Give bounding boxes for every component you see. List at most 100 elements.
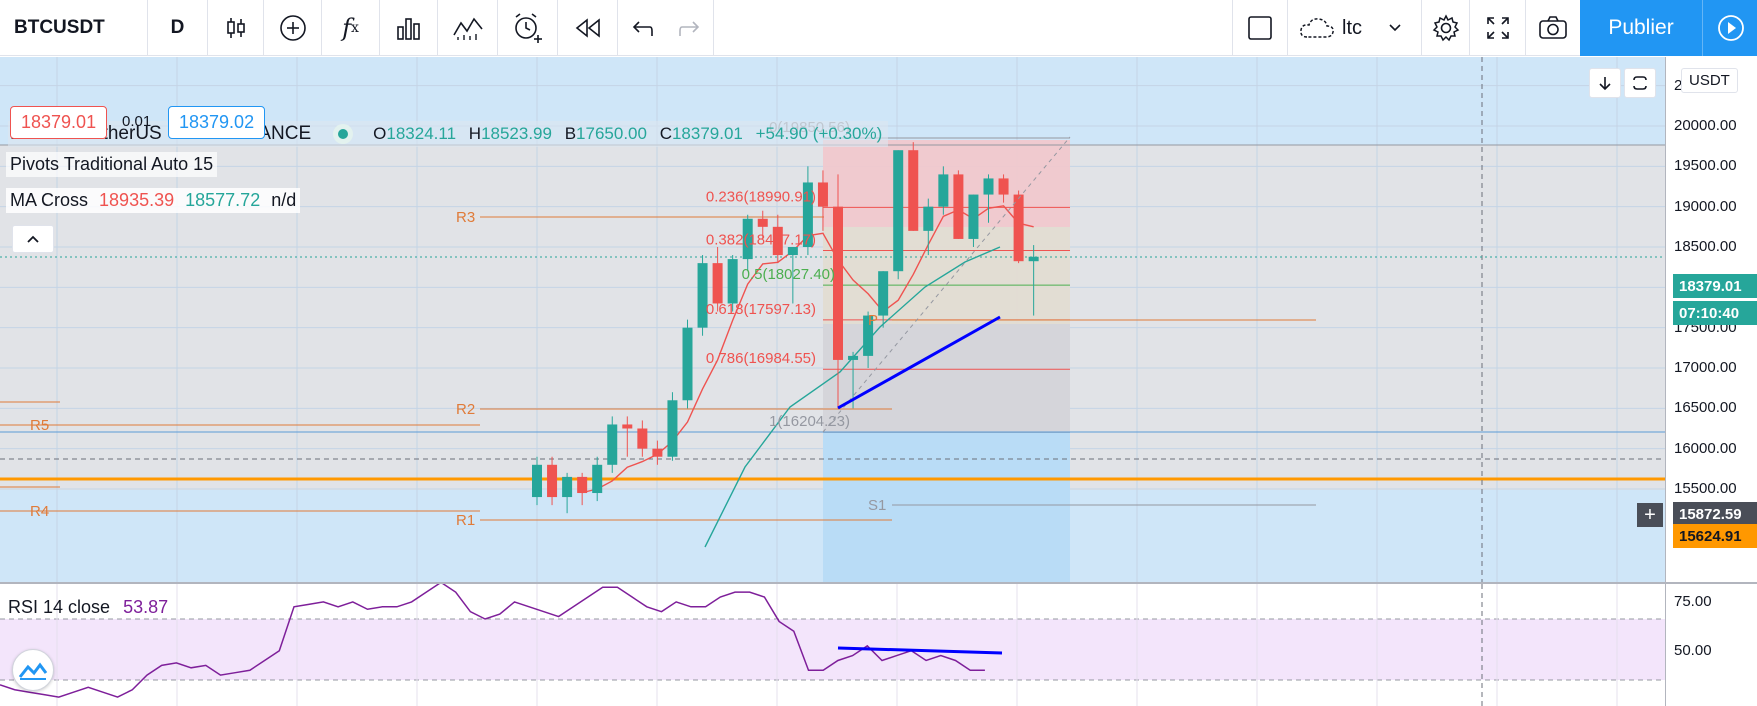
- candle-body: [998, 178, 1009, 195]
- rsi-value: 53.87: [123, 597, 169, 617]
- candle-body: [833, 206, 843, 360]
- interval-button[interactable]: D: [148, 0, 208, 56]
- pivot-label-s1: S1: [868, 497, 886, 514]
- ohlc-values: O18324.11 H18523.99 B17650.00 C18379.01 …: [373, 124, 883, 143]
- candle-body: [622, 424, 633, 429]
- fib-level-label: 0.618(17597.13): [706, 301, 816, 318]
- candle-body: [968, 194, 979, 239]
- countdown-tag: 07:10:40: [1673, 301, 1757, 325]
- fib-level-label: 0.236(18990.91): [706, 188, 816, 205]
- market-status-dot-icon: [333, 124, 354, 144]
- fib-lower-blue-zone: [823, 432, 1070, 582]
- publish-button[interactable]: Publier: [1580, 0, 1702, 56]
- candle-body: [727, 259, 738, 304]
- rsi-line: [0, 584, 985, 698]
- square-icon[interactable]: [1232, 0, 1288, 56]
- reset-chart-button[interactable]: [1624, 68, 1656, 98]
- gear-icon[interactable]: [1422, 0, 1470, 56]
- add-icon[interactable]: +: [1637, 503, 1663, 527]
- bars-compare-icon[interactable]: [380, 0, 438, 56]
- rsi-label: RSI 14 close: [8, 597, 111, 617]
- candle-body: [923, 206, 934, 231]
- pivot-label-r1: R1: [456, 512, 475, 529]
- candle-body: [577, 476, 588, 494]
- price-chart: 0(19850.56)0.236(18990.91)0.382(18457.17…: [0, 57, 1665, 582]
- candle-body: [983, 178, 994, 195]
- pivots-indicator-legend[interactable]: Pivots Traditional Auto 15: [6, 152, 218, 177]
- candle-body: [817, 182, 828, 207]
- collapse-legend-button[interactable]: [12, 225, 54, 253]
- candle-body: [772, 226, 783, 256]
- price-tick-label: 16000.00: [1674, 439, 1737, 457]
- candle-body: [652, 448, 663, 457]
- fib-trend-dashed-line: [822, 136, 1071, 433]
- candle-body: [697, 263, 708, 328]
- fullscreen-icon[interactable]: [1470, 0, 1526, 56]
- candle-body: [938, 174, 949, 207]
- current-price-tag: 18379.01: [1673, 274, 1757, 298]
- pivot-lines: [0, 216, 1316, 521]
- candle-body: [1028, 256, 1039, 262]
- candle-body: [682, 327, 693, 401]
- candle-body: [878, 271, 889, 316]
- candle-body: [637, 428, 648, 449]
- candle-body: [787, 247, 798, 256]
- play-icon[interactable]: [1702, 0, 1757, 56]
- pivot-label-r4: R4: [30, 503, 49, 520]
- scroll-down-button[interactable]: [1589, 68, 1621, 98]
- rsi-pane[interactable]: [0, 584, 1665, 706]
- alert-icon[interactable]: [498, 0, 558, 56]
- price-tick-label: 19000.00: [1674, 197, 1737, 215]
- templates-icon[interactable]: [438, 0, 498, 56]
- camera-icon[interactable]: [1526, 0, 1580, 56]
- layout-name: ltc: [1342, 16, 1362, 39]
- candle-body: [532, 464, 542, 498]
- rsi-legend[interactable]: RSI 14 close 53.87: [8, 597, 168, 618]
- undo-icon[interactable]: [618, 0, 666, 56]
- pivot-label-p: P: [868, 312, 878, 329]
- redo-icon[interactable]: [666, 0, 714, 56]
- rsi-tick-label: 50.00: [1674, 642, 1712, 659]
- rsi-band: [0, 619, 1665, 680]
- currency-badge[interactable]: USDT: [1681, 68, 1738, 93]
- rsi-tick-label: 75.00: [1674, 593, 1712, 610]
- pivot-label-r3: R3: [456, 209, 475, 226]
- price-tick-label: 17000.00: [1674, 359, 1737, 376]
- buy-price-button[interactable]: 18379.02: [168, 106, 266, 139]
- add-indicator-icon[interactable]: [264, 0, 322, 56]
- candle-body: [757, 218, 768, 227]
- ma-slow-line: [704, 246, 1001, 548]
- sell-price-button[interactable]: 18379.01: [10, 106, 108, 139]
- ma-label: MA Cross: [10, 190, 89, 210]
- blue-trend-line[interactable]: [837, 315, 1001, 410]
- candle-body: [667, 400, 678, 457]
- ma-extra-value: n/d: [271, 190, 297, 210]
- fib-retracement-gray-zone: [823, 324, 1070, 432]
- candle-body: [848, 355, 859, 360]
- chevron-down-icon: [1389, 24, 1401, 32]
- price-tick-label: 20000.00: [1674, 117, 1737, 134]
- replay-icon[interactable]: [558, 0, 618, 56]
- pane-separator[interactable]: [0, 582, 1757, 584]
- price-tick-label: 16500.00: [1674, 399, 1737, 417]
- fib-level-label: 0.5(18027.40): [742, 266, 835, 283]
- rsi-trend-line[interactable]: [837, 646, 1003, 655]
- symbol-search-button[interactable]: BTCUSDT: [0, 0, 148, 56]
- layout-selector[interactable]: ltc: [1288, 0, 1422, 56]
- ma-cross-legend[interactable]: MA Cross 18935.39 18577.72 n/d: [6, 188, 301, 213]
- fib-level-label: 0.786(16984.55): [706, 350, 816, 367]
- ma-slow-value: 18577.72: [185, 190, 261, 210]
- rsi-chart: [0, 584, 1665, 706]
- orange-line-price-tag: 15624.91: [1673, 524, 1757, 548]
- price-axis[interactable]: 20500.0020000.0019500.0019000.0018500.00…: [1665, 57, 1757, 706]
- cloud-icon: [1300, 18, 1334, 38]
- main-chart-pane[interactable]: 0(19850.56)0.236(18990.91)0.382(18457.17…: [0, 57, 1665, 582]
- tradingview-logo-icon[interactable]: [12, 649, 54, 691]
- candle-body: [742, 218, 753, 260]
- candle-body: [802, 182, 813, 247]
- candles-icon[interactable]: [208, 0, 264, 56]
- price-tick-label: 19500.00: [1674, 157, 1737, 175]
- candle-body: [953, 174, 964, 239]
